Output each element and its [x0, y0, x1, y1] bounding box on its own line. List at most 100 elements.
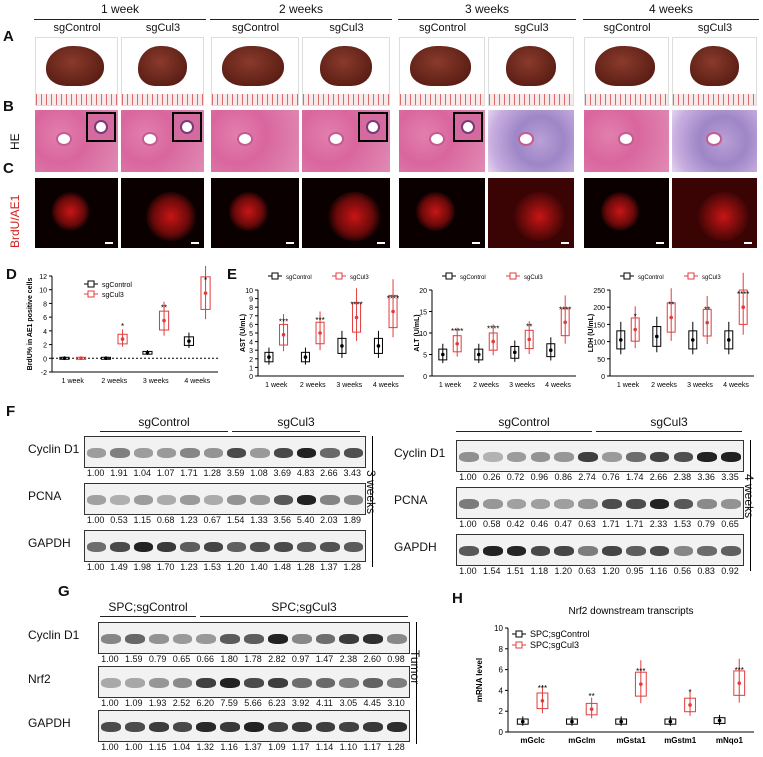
blot-band	[148, 721, 169, 732]
blot-band	[459, 451, 479, 462]
group-label: sgControl	[603, 22, 651, 34]
quant-value: 4.11	[316, 698, 333, 708]
liver-organ	[689, 46, 740, 87]
quant-value: 7.59	[220, 698, 238, 708]
quant-value: 2.66	[649, 472, 668, 482]
data-point	[737, 681, 742, 685]
blot-protein-label: GAPDH	[394, 540, 437, 554]
blot-band	[459, 545, 479, 556]
quant-value: 1.00	[101, 742, 119, 752]
quant-value: 1.98	[133, 562, 152, 572]
y-tick-label: 10	[245, 288, 253, 295]
blot-band	[133, 541, 153, 552]
quant-value: 0.98	[387, 654, 405, 664]
legend-swatch-box	[445, 272, 453, 280]
y-axis-label: mRNA level	[475, 658, 484, 702]
quant-value: 0.66	[196, 654, 215, 664]
y-tick-label: 0	[43, 356, 47, 363]
blot-band	[87, 447, 107, 458]
panel-letter-a: A	[3, 28, 14, 45]
data-point	[563, 320, 567, 325]
data-point	[477, 352, 481, 357]
significance-mark: *	[121, 322, 124, 331]
brdu-ae1-if-image	[672, 178, 757, 248]
legend-swatch-box	[515, 630, 523, 638]
quant-value: 1.16	[220, 742, 238, 752]
blot-band	[110, 494, 130, 505]
x-tick-label: 4 weeks	[373, 382, 399, 389]
blot-band	[506, 545, 527, 556]
quant-value: 6.20	[196, 698, 215, 708]
quant-value: 3.92	[291, 698, 310, 708]
blot-side-label: 3 weeks	[364, 470, 378, 515]
quant-value: 0.58	[482, 519, 501, 529]
data-point	[79, 356, 83, 361]
x-tick-label: mNqo1	[716, 736, 744, 745]
legend-label: sgControl	[286, 275, 312, 281]
blot-band	[291, 677, 312, 688]
blot-group-line	[596, 431, 742, 432]
data-point	[527, 337, 531, 342]
blot-protein-label: PCNA	[394, 493, 428, 507]
scale-bar	[377, 242, 385, 244]
liver-organ	[45, 46, 105, 87]
quant-value: 0.47	[554, 519, 572, 529]
scale-bar	[191, 242, 199, 244]
blot-band	[554, 545, 575, 556]
y-tick-label: -2	[41, 370, 47, 377]
significance-mark: *	[634, 313, 637, 322]
chart-nrf2: Nrf2 downstream transcripts 0 2 4 6 8 10 mRNA l…	[475, 606, 754, 745]
data-point	[549, 348, 553, 352]
significance-mark: ****	[559, 305, 571, 314]
blot-band	[625, 545, 646, 556]
group-label: sgCul3	[329, 22, 364, 34]
blot-protein-label: GAPDH	[28, 716, 71, 730]
blot-quantification: 1.00 1.49 1.98 1.70 1.23 1.53 1.20 1.40 1.48 1.28…	[84, 562, 364, 572]
quant-value: 1.08	[250, 468, 268, 478]
significance-mark: ****	[387, 295, 399, 304]
blot-band	[343, 541, 363, 552]
quant-value: 1.49	[110, 562, 128, 572]
data-point	[520, 719, 525, 724]
x-tick-label: 3 weeks	[143, 378, 169, 385]
timepoint-underline	[583, 19, 759, 20]
data-point	[318, 331, 322, 335]
data-point	[727, 338, 731, 342]
quant-value: 1.07	[156, 468, 175, 478]
quant-value: 0.96	[530, 472, 549, 482]
blot-band	[172, 721, 193, 732]
blot-band	[482, 451, 503, 462]
legend-swatch-box	[623, 272, 631, 280]
blot-band	[578, 498, 598, 509]
quant-value: 1.00	[125, 742, 143, 752]
timepoint-underline	[398, 19, 576, 20]
blot-protein-label: Cyclin D1	[28, 442, 80, 456]
liver-gross-image	[121, 37, 204, 106]
data-point	[120, 337, 125, 341]
x-tick-label: mGsta1	[616, 736, 646, 745]
y-tick-label: 8	[43, 301, 47, 308]
blot-band	[387, 633, 407, 644]
quant-value: 1.70	[156, 562, 175, 572]
blot-band	[506, 451, 527, 462]
blot-membrane	[98, 710, 410, 742]
blot-quantification: 1.00 0.53 1.15 0.68 1.23 0.67 1.54 1.33 3.56 5.40…	[84, 515, 364, 525]
quant-value: 5.66	[244, 698, 262, 708]
blot-band	[148, 633, 169, 644]
brdu-ae1-if-image	[121, 178, 204, 248]
quant-value: 0.63	[578, 519, 596, 529]
data-point	[391, 309, 395, 314]
blot-band	[721, 545, 741, 556]
blot-band	[227, 541, 247, 552]
y-tick-label: 8	[249, 305, 253, 312]
blot-band	[363, 677, 384, 688]
blot-group-label-control: sgControl	[498, 415, 550, 429]
legend-label: sgControl	[460, 275, 486, 281]
legend-swatch-box	[335, 272, 343, 280]
data-point	[303, 355, 308, 359]
liver-organ	[138, 46, 187, 87]
blot-band	[110, 541, 130, 552]
blot-band	[133, 447, 153, 458]
blot-band	[602, 451, 622, 462]
blot-band	[387, 721, 407, 732]
